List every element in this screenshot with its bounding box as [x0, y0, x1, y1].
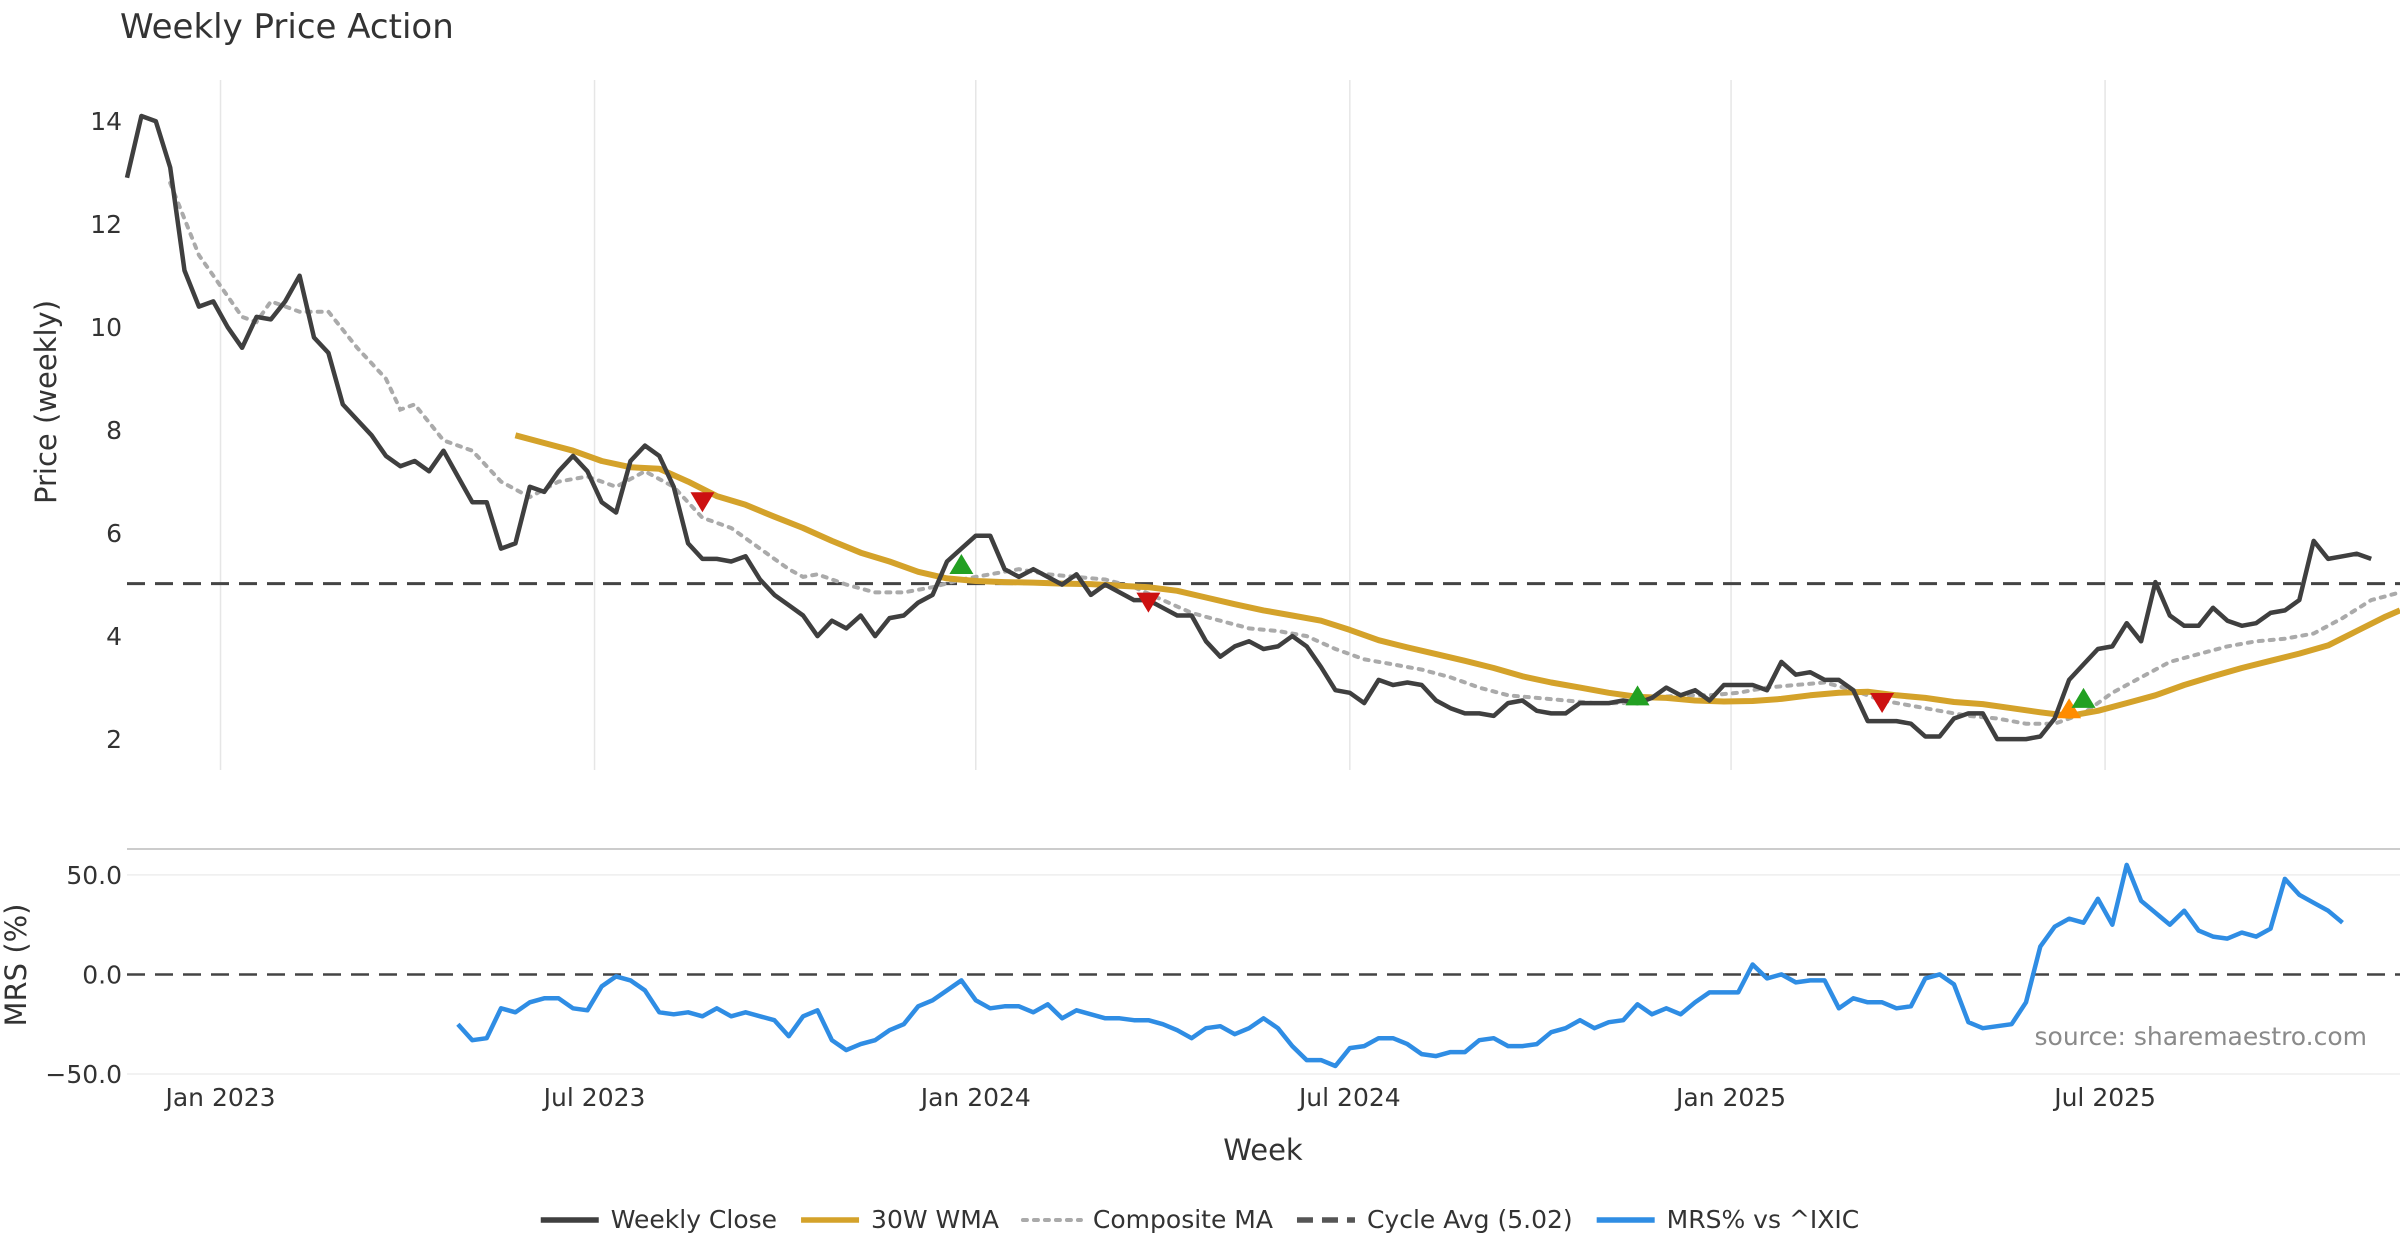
price-y-tick-label: 2	[106, 725, 122, 754]
x-tick-label: Jan 2024	[919, 1083, 1031, 1112]
mrs-vs-ixic-line	[456, 862, 2344, 1069]
mrs-gridlines	[127, 874, 2400, 1075]
sell-signal-marker	[1870, 693, 1895, 714]
buy-signal-marker	[2057, 698, 2082, 719]
price-y-tick-label: 10	[90, 313, 122, 342]
legend-item: Composite MA	[1020, 1205, 1273, 1234]
price-y-axis-label: Price (weekly)	[29, 300, 63, 504]
wma-30w-line	[514, 432, 2400, 719]
buy-signal-marker	[949, 554, 974, 575]
weekly-close-line	[124, 113, 2372, 742]
composite-ma-line	[168, 181, 2400, 726]
signal-markers	[690, 492, 2096, 719]
mrs-y-tick-label: 0.0	[82, 960, 122, 989]
price-y-tick-label: 8	[106, 416, 122, 445]
legend-label: MRS% vs ^IXIC	[1667, 1205, 1860, 1234]
x-tick-label: Jul 2025	[2052, 1083, 2156, 1112]
mrs-y-tick-label: −50.0	[45, 1060, 122, 1089]
legend-label: Cycle Avg (5.02)	[1367, 1205, 1573, 1234]
mrs-y-axis-label: MRS (%)	[0, 904, 33, 1027]
x-tick-label: Jan 2023	[163, 1083, 275, 1112]
x-tick-label: Jan 2025	[1674, 1083, 1786, 1112]
source-note: source: sharemaestro.com	[2035, 1022, 2368, 1051]
price-gridlines	[219, 80, 2106, 770]
sell-signal-marker	[690, 492, 715, 513]
chart-title: Weekly Price Action	[120, 7, 454, 47]
legend-label: Composite MA	[1093, 1205, 1273, 1234]
x-axis-label: Week	[1223, 1133, 1303, 1167]
buy-signal-marker	[2071, 687, 2096, 708]
price-y-ticks: 2 4 6 8 10 12 14	[90, 107, 122, 754]
legend-item: Cycle Avg (5.02)	[1296, 1205, 1573, 1234]
legend-item: Weekly Close	[540, 1205, 777, 1234]
x-tick-label: Jul 2024	[1297, 1083, 1401, 1112]
x-tick-label: Jul 2023	[542, 1083, 646, 1112]
price-y-tick-label: 12	[90, 210, 122, 239]
mrs-y-tick-label: 50.0	[66, 861, 122, 890]
buy-signal-marker	[1625, 685, 1650, 706]
legend-label: Weekly Close	[611, 1205, 777, 1234]
x-axis-ticks: Jan 2023 Jul 2023 Jan 2024 Jul 2024 Jan 2025…	[163, 1083, 2155, 1112]
mrs-y-ticks: 50.0 0.0 −50.0	[45, 861, 122, 1089]
sell-signal-marker	[1136, 592, 1161, 613]
legend-item: 30W WMA	[801, 1205, 999, 1234]
price-y-tick-label: 14	[90, 107, 122, 136]
price-y-tick-label: 4	[106, 622, 122, 651]
legend-label: 30W WMA	[871, 1205, 999, 1234]
legend: Weekly Close 30W WMA Composite MA Cycle Avg…	[540, 1205, 1860, 1234]
price-y-tick-label: 6	[106, 519, 122, 548]
legend-item: MRS% vs ^IXIC	[1596, 1205, 1860, 1234]
